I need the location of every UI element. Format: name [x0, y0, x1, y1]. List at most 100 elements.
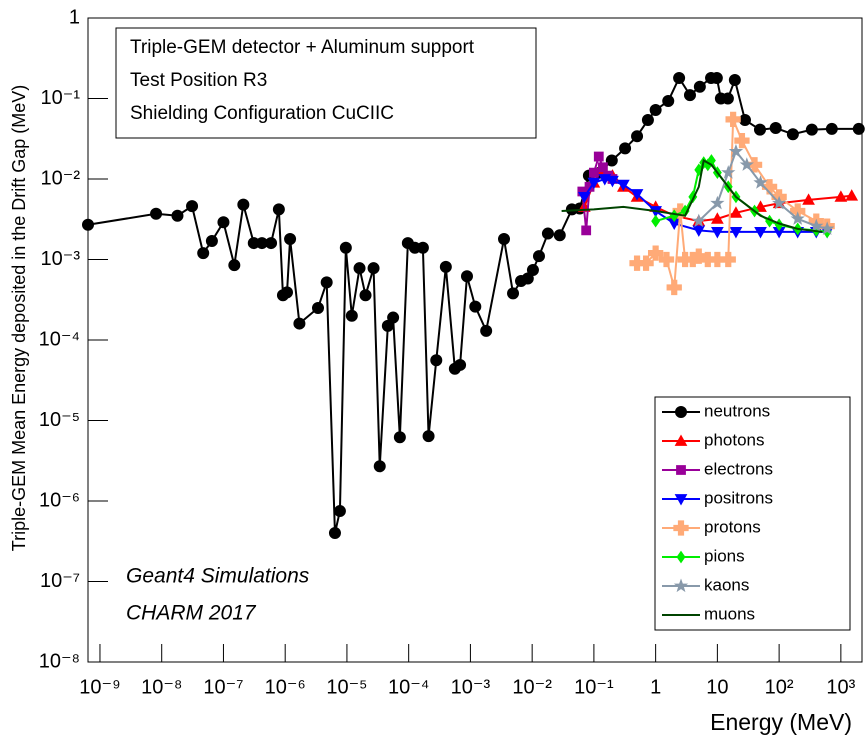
marker	[171, 209, 184, 222]
marker	[710, 195, 725, 210]
marker	[820, 221, 835, 235]
legend-label: protons	[704, 517, 761, 536]
marker	[771, 195, 787, 210]
marker	[630, 189, 644, 201]
marker	[284, 232, 297, 245]
marker	[728, 143, 744, 158]
marker	[834, 190, 848, 202]
legend-box	[654, 396, 851, 631]
marker	[422, 430, 435, 443]
marker	[593, 151, 604, 162]
marker	[272, 203, 285, 216]
marker	[281, 286, 294, 299]
marker	[387, 311, 400, 324]
marker	[845, 189, 859, 201]
marker	[598, 162, 608, 173]
x-tick-label: 10²	[765, 676, 794, 698]
marker	[691, 248, 707, 264]
marker	[692, 225, 706, 237]
marker	[367, 262, 380, 275]
marker	[662, 95, 675, 108]
marker	[673, 520, 689, 536]
marker	[217, 216, 230, 229]
marker	[728, 73, 741, 86]
info-line: Shielding Configuration CuCIIC	[130, 103, 394, 124]
marker	[619, 142, 632, 155]
marker	[526, 264, 539, 277]
marker	[674, 494, 688, 506]
marker	[430, 354, 443, 367]
x-tick-label: 10⁻³	[451, 676, 491, 698]
marker	[416, 241, 429, 254]
marker	[666, 279, 682, 296]
marker	[353, 262, 366, 275]
marker	[393, 431, 406, 444]
legend-label: positrons	[704, 488, 773, 507]
marker	[469, 300, 482, 313]
y-tick-label: 10⁻⁷	[40, 570, 80, 592]
marker	[265, 237, 278, 250]
marker	[769, 122, 782, 135]
marker	[754, 200, 767, 212]
marker	[150, 207, 163, 220]
marker	[333, 505, 346, 518]
marker	[237, 198, 250, 211]
marker	[498, 232, 511, 245]
x-tick-label: 10⁻⁷	[203, 676, 243, 698]
x-tick-label: 10⁻²	[512, 676, 552, 698]
marker	[439, 260, 452, 273]
marker	[754, 227, 767, 239]
y-axis-label: Triple-GEM Mean Energy deposited in the …	[9, 85, 29, 552]
marker	[720, 251, 736, 268]
y-tick-label: 10⁻¹	[41, 87, 81, 109]
series-line	[698, 149, 828, 230]
marker	[588, 167, 599, 178]
marker	[738, 114, 751, 127]
marker	[658, 251, 675, 268]
marker	[647, 245, 664, 261]
info-box	[115, 27, 537, 139]
marker	[293, 317, 306, 330]
x-tick-label: 10⁻⁶	[265, 676, 306, 698]
legend-label: electrons	[704, 459, 773, 478]
marker	[673, 71, 686, 84]
x-tick-label: 10³	[826, 676, 855, 698]
marker	[673, 578, 689, 593]
marker	[675, 406, 687, 418]
marker	[553, 229, 566, 242]
marker	[460, 270, 473, 283]
marker	[802, 193, 815, 205]
annotation: Geant4 Simulations	[126, 565, 310, 588]
marker	[852, 122, 865, 135]
marker	[809, 218, 824, 233]
y-tick-label: 10⁻⁶	[39, 489, 80, 511]
annotation: CHARM 2017	[126, 602, 257, 625]
marker	[676, 550, 686, 564]
info-line: Triple-GEM detector + Aluminum support	[130, 37, 475, 58]
marker	[617, 179, 630, 192]
marker	[753, 123, 766, 136]
x-tick-label: 10⁻⁸	[141, 676, 182, 698]
marker	[674, 434, 688, 446]
legend-label: kaons	[704, 575, 749, 594]
marker	[649, 103, 662, 116]
marker	[205, 234, 218, 247]
marker	[711, 227, 724, 239]
x-axis-label: Energy (MeV)	[710, 709, 852, 735]
marker	[228, 259, 241, 272]
marker	[721, 165, 736, 179]
marker	[805, 123, 818, 136]
marker	[641, 114, 654, 127]
marker	[373, 460, 386, 473]
marker	[605, 154, 618, 167]
marker	[676, 465, 686, 475]
marker	[359, 289, 372, 302]
marker	[480, 324, 493, 337]
y-tick-label: 10⁻³	[41, 248, 81, 270]
marker	[606, 175, 619, 188]
legend-label: neutrons	[704, 401, 770, 420]
info-line: Test Position R3	[130, 70, 267, 91]
marker	[825, 122, 838, 135]
